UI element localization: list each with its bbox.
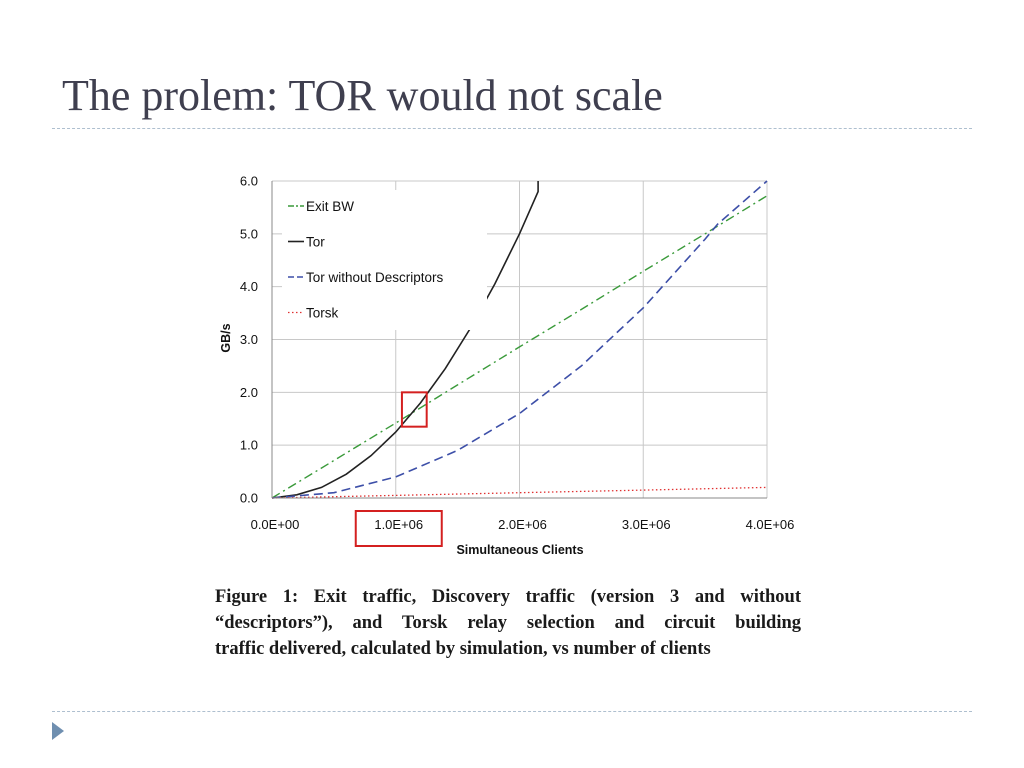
y-tick-label: 6.0: [240, 174, 258, 189]
caption-line-2: “descriptors”), and Torsk relay selectio…: [215, 613, 801, 633]
bullet-triangle-icon: [52, 722, 64, 740]
title-divider: [52, 128, 972, 129]
x-tick-label: 3.0E+06: [622, 517, 671, 532]
y-tick-label: 0.0: [240, 491, 258, 506]
legend-label: Torsk: [306, 306, 339, 321]
series-line-2: [271, 181, 539, 499]
caption-line-1: Figure 1: Exit traffic, Discovery traffi…: [215, 587, 801, 607]
x-tick-label: 2.0E+06: [498, 517, 547, 532]
y-tick-label: 2.0: [240, 385, 258, 400]
y-tick-label: 4.0: [240, 279, 258, 294]
chart-legend: Exit BW Tor Tor without Descriptors Torsk: [282, 190, 487, 330]
chart-series: [271, 180, 768, 499]
legend-label: Exit BW: [306, 199, 354, 214]
legend-label: Tor without Descriptors: [306, 270, 444, 285]
highlight-tick-box: [354, 510, 443, 547]
x-tick-label: 1.0E+06: [374, 517, 423, 532]
series-line-1: [271, 195, 768, 499]
slide-title: The prolem: TOR would not scale: [62, 71, 663, 120]
chart-annotations: [354, 391, 443, 547]
legend-label: Tor: [306, 235, 325, 250]
y-tick-label: 3.0: [240, 332, 258, 347]
highlight-box: [400, 391, 428, 428]
figure-caption: Figure 1: Exit traffic, Discovery traffi…: [215, 584, 801, 662]
x-tick-label: 0.0E+00: [251, 517, 300, 532]
y-tick-label: 5.0: [240, 226, 258, 241]
series-line-4: [271, 486, 768, 499]
x-tick-label: 4.0E+06: [746, 517, 795, 532]
line-chart: 0.0 1.0 2.0 3.0 4.0 5.0 6.0 0.0E+00 1.0E+06 2.0E+…: [219, 174, 794, 558]
chart-axes: 0.0 1.0 2.0 3.0 4.0 5.0 6.0 0.0E+00 1.0E+06 2.0E+…: [240, 174, 794, 533]
y-axis-label: GB/s: [219, 323, 233, 352]
caption-line-3: traffic delivered, calculated by simulat…: [215, 639, 711, 659]
x-axis-label: Simultaneous Clients: [456, 543, 583, 557]
footer-divider: [52, 711, 972, 712]
legend-background: [282, 190, 487, 330]
y-tick-label: 1.0: [240, 438, 258, 453]
